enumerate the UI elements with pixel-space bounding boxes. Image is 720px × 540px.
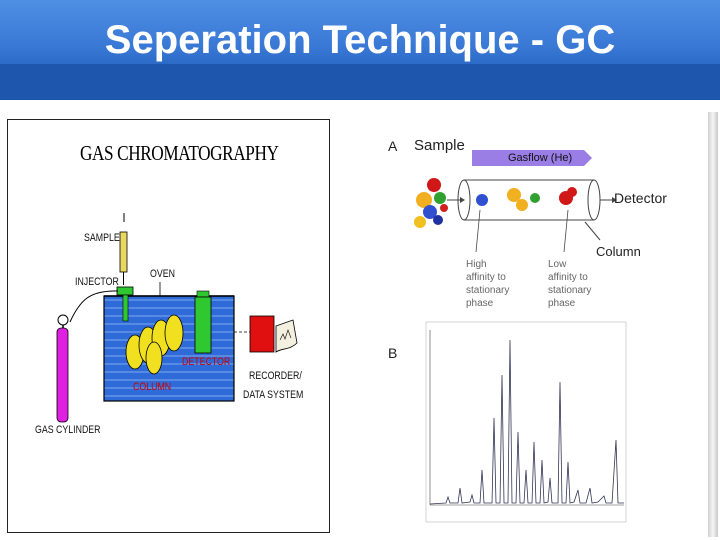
recorder-label-line1: RECORDER/ — [249, 370, 302, 382]
chromatogram-axes — [429, 330, 624, 506]
detector-label-a: Detector — [614, 190, 667, 206]
injector-label: INJECTOR — [75, 276, 119, 288]
sample-label: SAMPLE — [84, 232, 120, 244]
gc-diagram-title: GAS CHROMATOGRAPHY — [80, 141, 279, 165]
printout-icon — [275, 319, 298, 353]
column-icon — [125, 314, 184, 375]
slide-title: Seperation Technique - GC — [104, 18, 616, 62]
recorder-label-line2: DATA SYSTEM — [243, 389, 304, 401]
title-bar: Seperation Technique - GC — [0, 0, 720, 100]
chromatogram-peaks — [429, 339, 624, 505]
column-label-a: Column — [596, 244, 641, 259]
column-label: COLUMN — [133, 381, 172, 393]
high-affinity-label: High affinity to stationary phase — [466, 259, 510, 309]
panel-a-letter: A — [388, 138, 398, 154]
panel-b-letter: B — [388, 345, 398, 361]
gasflow-arrow — [472, 150, 592, 166]
oven-label: OVEN — [150, 268, 175, 280]
title-bar-band — [0, 64, 720, 100]
syringe-icon — [119, 213, 128, 285]
detector-label: DETECTOR — [182, 356, 231, 368]
gasflow-label: Gasflow (He) — [508, 152, 573, 164]
sample-molecules-icon — [414, 178, 448, 228]
low-affinity-label: Low affinity to stationary phase — [548, 259, 592, 309]
panel-a-sample-label: Sample — [414, 137, 465, 154]
gas-cylinder-label: GAS CYLINDER — [35, 424, 101, 436]
column-molecules-icon — [476, 187, 577, 211]
slide-edge-strip — [708, 112, 718, 537]
recorder-icon — [249, 315, 275, 353]
detector-icon — [194, 290, 212, 354]
gas-cylinder-icon — [56, 314, 69, 423]
